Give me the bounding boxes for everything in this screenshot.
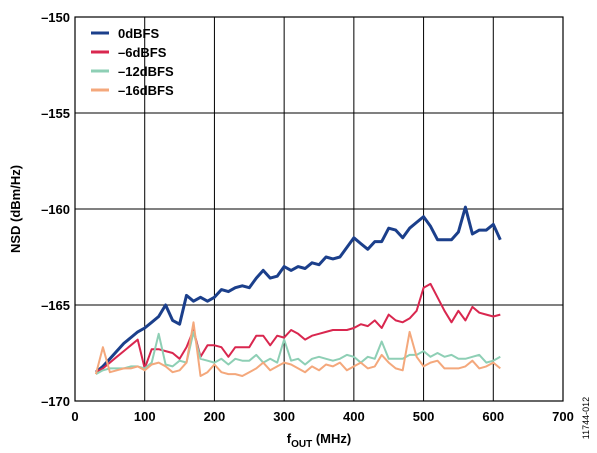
grid-lines bbox=[75, 17, 563, 401]
y-tick-label: –160 bbox=[41, 202, 70, 217]
series-line-0 bbox=[94, 205, 502, 374]
legend-label: –16dBFS bbox=[118, 83, 174, 98]
x-tick-label: 400 bbox=[343, 409, 365, 424]
legend-label: 0dBFS bbox=[118, 26, 160, 41]
series-line-2 bbox=[95, 330, 501, 375]
x-tick-label: 700 bbox=[552, 409, 574, 424]
x-tick-label: 300 bbox=[273, 409, 295, 424]
series-lines bbox=[94, 205, 502, 377]
y-tick-label: –170 bbox=[41, 394, 70, 409]
y-tick-label: –155 bbox=[41, 106, 70, 121]
plot-frame bbox=[74, 16, 564, 402]
series-line-3 bbox=[94, 321, 501, 377]
x-tick-label: 200 bbox=[204, 409, 226, 424]
legend: 0dBFS –6dBFS –12dBFS –16dBFS bbox=[91, 26, 174, 98]
x-tick-label: 500 bbox=[413, 409, 435, 424]
y-tick-labels: –150 –155 –160 –165 –170 bbox=[41, 10, 70, 409]
x-axis-label: fOUT (MHz) bbox=[287, 431, 351, 450]
y-axis-label: NSD (dBm/Hz) bbox=[8, 165, 23, 253]
x-tick-labels: 0 100 200 300 400 500 600 700 bbox=[71, 409, 573, 424]
x-tick-label: 600 bbox=[482, 409, 504, 424]
figure-id: 11744-012 bbox=[581, 397, 591, 439]
y-tick-label: –165 bbox=[41, 298, 70, 313]
legend-label: –6dBFS bbox=[118, 45, 167, 60]
x-tick-label: 100 bbox=[134, 409, 156, 424]
x-tick-label: 0 bbox=[71, 409, 78, 424]
legend-label: –12dBFS bbox=[118, 64, 174, 79]
y-tick-label: –150 bbox=[41, 10, 70, 25]
